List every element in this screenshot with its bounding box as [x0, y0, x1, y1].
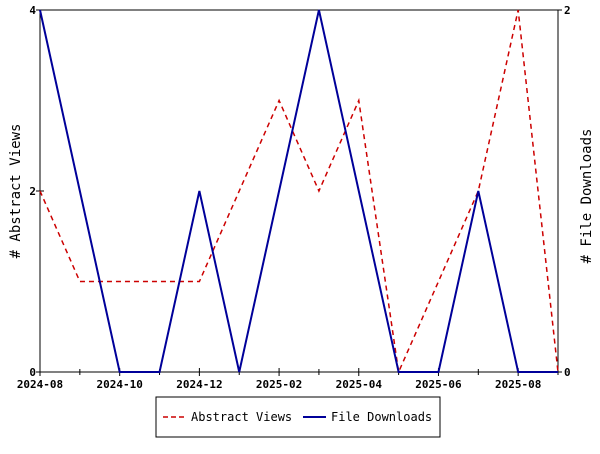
legend: Abstract Views File Downloads — [155, 396, 441, 438]
series-lines — [39, 9, 559, 375]
x-tick-label: 2024-10 — [97, 378, 143, 391]
y-tick-label: 4 — [29, 4, 36, 17]
y2-tick-label: 0 — [564, 366, 571, 379]
legend-box — [155, 396, 441, 438]
y-tick-label: 0 — [29, 366, 36, 379]
x-tick-label: 2025-08 — [495, 378, 541, 391]
x-tick-label: 2025-04 — [336, 378, 383, 391]
x-tick-label: 2024-08 — [17, 378, 63, 391]
y-axis-title: # Abstract Views — [8, 124, 24, 259]
y2-tick-label: 2 — [564, 4, 571, 17]
legend-label-file-downloads: File Downloads — [331, 410, 432, 424]
series-line-file-downloads — [39, 9, 558, 373]
x-tick-label: 2025-06 — [415, 378, 462, 391]
plot-frame — [39, 9, 559, 373]
x-tick-label: 2025-02 — [256, 378, 302, 391]
y-tick-label: 2 — [29, 185, 36, 198]
axes — [39, 9, 559, 373]
y2-axis-title: # File Downloads — [579, 129, 595, 264]
x-tick-label: 2024-12 — [176, 378, 222, 391]
legend-label-abstract-views: Abstract Views — [191, 410, 292, 424]
series-line-abstract-views — [39, 9, 559, 375]
ticks: 0 2 4 0 2 2024-08 2024-10 2024-12 2025-02 2025-04… — [17, 4, 571, 391]
